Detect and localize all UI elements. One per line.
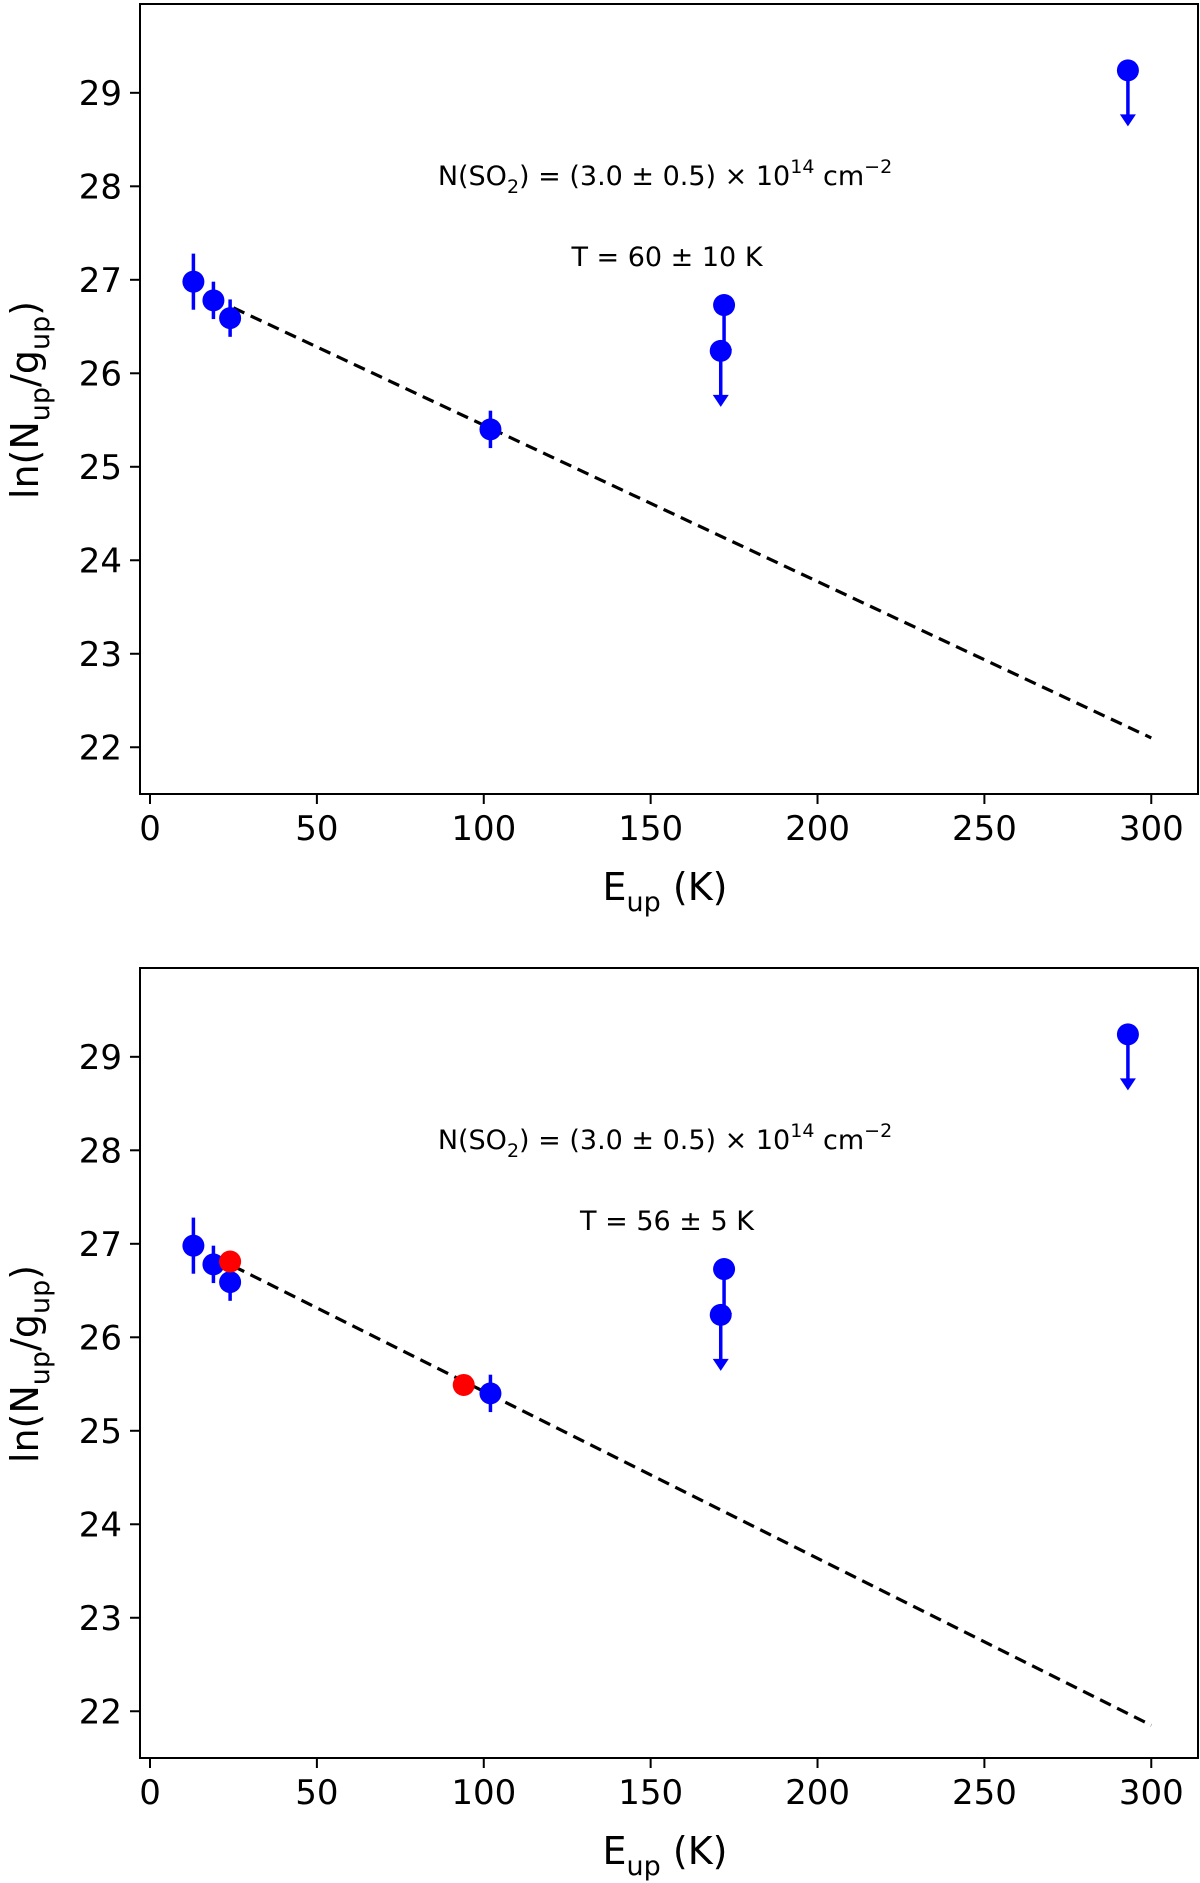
top-data-points <box>182 59 1139 449</box>
top-y-tick-label: 27 <box>79 261 122 301</box>
bottom-fit-line-group <box>232 1264 1152 1727</box>
top-fit-line-group <box>232 306 1152 740</box>
top-upper-limit-point <box>709 339 732 362</box>
bottom-x-tick-label: 150 <box>618 1773 683 1813</box>
top-temperature-annotation: T = 60 ± 10 K <box>570 242 763 273</box>
top-y-axis-label: ln(Nup/gup) <box>3 301 56 499</box>
top-y-tick-label: 22 <box>79 728 122 768</box>
bottom-y-tick-label: 29 <box>79 1038 122 1078</box>
bottom-y-axis-label: ln(Nup/gup) <box>3 1265 56 1463</box>
bottom-temperature-annotation: T = 56 ± 5 K <box>579 1206 755 1237</box>
top-y-tick-label: 24 <box>79 541 122 581</box>
top-upper-limit-arrow-head <box>712 394 729 407</box>
bottom-x-tick-label: 100 <box>451 1773 516 1813</box>
bottom-data-point <box>219 1250 242 1273</box>
top-upper-limit-arrow-head <box>1119 114 1136 127</box>
top-x-tick-label: 250 <box>952 809 1017 849</box>
top-x-tick-label: 150 <box>618 809 683 849</box>
top-data-point <box>182 270 205 293</box>
bottom-x-tick-label: 200 <box>785 1773 850 1813</box>
bottom-data-points <box>182 1023 1139 1413</box>
bottom-upper-limit-arrow-head <box>712 1358 729 1371</box>
top-data-point <box>219 307 242 330</box>
top-x-tick-label: 300 <box>1119 809 1184 849</box>
bottom-y-tick-label: 25 <box>79 1412 122 1452</box>
top-x-tick-label: 0 <box>139 809 161 849</box>
top-x-tick-label: 50 <box>295 809 338 849</box>
top-y-tick-label: 28 <box>79 167 122 207</box>
bottom-data-point <box>202 1253 225 1276</box>
top-upper-limit-point <box>1116 59 1139 82</box>
bottom-x-tick-label: 300 <box>1119 1773 1184 1813</box>
bottom-upper-limit-arrow-head <box>1119 1078 1136 1091</box>
top-x-tick-label: 200 <box>785 809 850 849</box>
bottom-column-density-annotation: N(SO2) = (3.0 ± 0.5) × 1014 cm−2 <box>438 1120 892 1162</box>
bottom-x-tick-label: 50 <box>295 1773 338 1813</box>
top-panel: 0 50 100 150 200 250 300 22 23 24 25 26 27 28 29 N(SO… <box>3 3 1199 918</box>
top-y-tick-label: 23 <box>79 635 122 675</box>
top-y-tick-label: 29 <box>79 74 122 114</box>
bottom-upper-limit-point <box>713 1258 736 1281</box>
bottom-x-tick-label: 0 <box>139 1773 161 1813</box>
top-y-tick-label: 25 <box>79 448 122 488</box>
bottom-y-tick-label: 27 <box>79 1225 122 1265</box>
top-x-ticks: 0 50 100 150 200 250 300 <box>139 794 1184 849</box>
bottom-data-point <box>219 1271 242 1294</box>
bottom-upper-limit-point <box>1116 1023 1139 1046</box>
top-fit-line <box>232 306 1152 740</box>
bottom-fit-line <box>232 1264 1152 1727</box>
bottom-y-tick-label: 26 <box>79 1318 122 1358</box>
top-y-ticks: 22 23 24 25 26 27 28 29 <box>79 74 140 768</box>
bottom-plot-frame <box>139 967 1199 1759</box>
top-y-tick-label: 26 <box>79 354 122 394</box>
bottom-data-point <box>182 1234 205 1257</box>
bottom-data-point <box>479 1382 502 1405</box>
top-plot-frame <box>139 3 1199 795</box>
top-data-point <box>202 289 225 312</box>
top-x-axis-label: Eup (K) <box>603 865 728 918</box>
bottom-y-tick-label: 22 <box>79 1692 122 1732</box>
bottom-y-tick-label: 24 <box>79 1505 122 1545</box>
bottom-y-tick-label: 28 <box>79 1131 122 1171</box>
bottom-y-ticks: 22 23 24 25 26 27 28 29 <box>79 1038 140 1732</box>
top-data-point <box>479 418 502 441</box>
bottom-panel: 0 50 100 150 200 250 300 22 23 24 25 26 27 28 29 N(SO… <box>3 967 1199 1882</box>
bottom-upper-limit-point <box>709 1303 732 1326</box>
bottom-x-ticks: 0 50 100 150 200 250 300 <box>139 1758 1184 1813</box>
top-column-density-annotation: N(SO2) = (3.0 ± 0.5) × 1014 cm−2 <box>438 156 892 198</box>
top-upper-limit-point <box>713 294 736 317</box>
bottom-y-tick-label: 23 <box>79 1599 122 1639</box>
top-x-tick-label: 100 <box>451 809 516 849</box>
bottom-data-point <box>452 1373 475 1396</box>
bottom-x-tick-label: 250 <box>952 1773 1017 1813</box>
bottom-x-axis-label: Eup (K) <box>603 1829 728 1882</box>
